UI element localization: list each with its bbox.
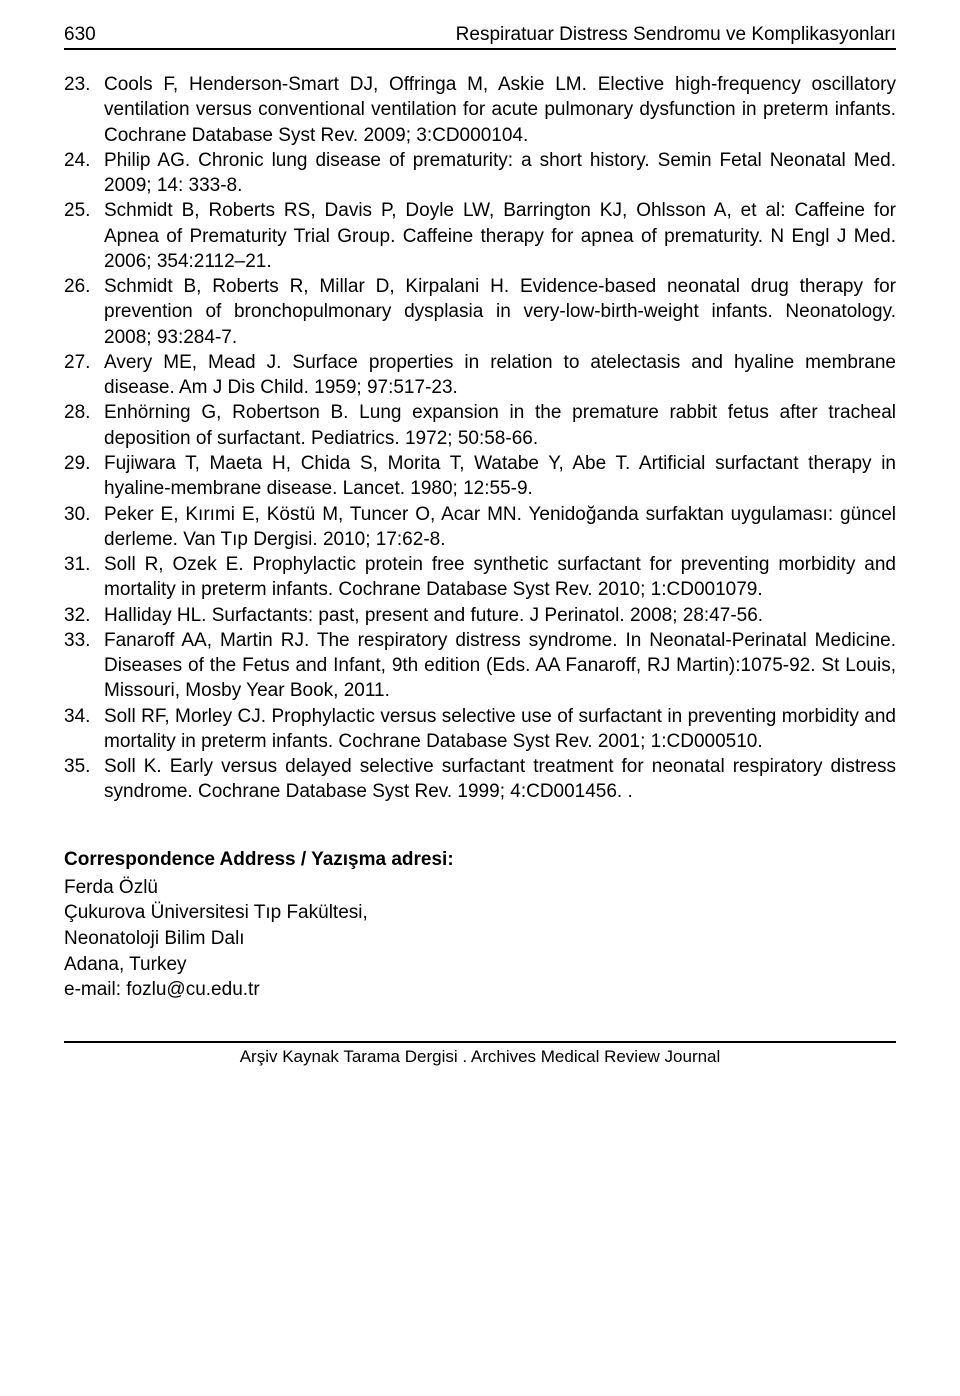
reference-item: 27.Avery ME, Mead J. Surface properties … [64,350,896,401]
reference-number: 29. [64,451,104,502]
correspondence-heading: Correspondence Address / Yazışma adresi: [64,849,896,871]
reference-item: 24.Philip AG. Chronic lung disease of pr… [64,148,896,199]
reference-item: 28.Enhörning G, Robertson B. Lung expans… [64,400,896,451]
reference-text: Soll R, Ozek E. Prophylactic protein fre… [104,552,896,603]
reference-number: 34. [64,704,104,755]
reference-text: Halliday HL. Surfactants: past, present … [104,603,896,628]
reference-text: Soll RF, Morley CJ. Prophylactic versus … [104,704,896,755]
reference-item: 26.Schmidt B, Roberts R, Millar D, Kirpa… [64,274,896,350]
reference-number: 23. [64,72,104,148]
reference-number: 24. [64,148,104,199]
correspondence-line: Ferda Özlü [64,875,896,901]
reference-text: Philip AG. Chronic lung disease of prema… [104,148,896,199]
reference-number: 26. [64,274,104,350]
correspondence-line: e-mail: fozlu@cu.edu.tr [64,977,896,1003]
reference-number: 32. [64,603,104,628]
reference-text: Schmidt B, Roberts RS, Davis P, Doyle LW… [104,198,896,274]
reference-item: 30.Peker E, Kırımi E, Köstü M, Tuncer O,… [64,502,896,553]
reference-item: 35.Soll K. Early versus delayed selectiv… [64,754,896,805]
reference-item: 23.Cools F, Henderson-Smart DJ, Offringa… [64,72,896,148]
reference-text: Schmidt B, Roberts R, Millar D, Kirpalan… [104,274,896,350]
reference-text: Peker E, Kırımi E, Köstü M, Tuncer O, Ac… [104,502,896,553]
reference-number: 35. [64,754,104,805]
reference-number: 30. [64,502,104,553]
reference-text: Fanaroff AA, Martin RJ. The respiratory … [104,628,896,704]
correspondence-line: Çukurova Üniversitesi Tıp Fakültesi, [64,900,896,926]
reference-item: 29.Fujiwara T, Maeta H, Chida S, Morita … [64,451,896,502]
reference-number: 33. [64,628,104,704]
reference-number: 27. [64,350,104,401]
page: 630 Respiratuar Distress Sendromu ve Kom… [0,0,960,1396]
reference-text: Avery ME, Mead J. Surface properties in … [104,350,896,401]
reference-text: Fujiwara T, Maeta H, Chida S, Morita T, … [104,451,896,502]
reference-text: Enhörning G, Robertson B. Lung expansion… [104,400,896,451]
correspondence-line: Neonatoloji Bilim Dalı [64,926,896,952]
reference-item: 34.Soll RF, Morley CJ. Prophylactic vers… [64,704,896,755]
correspondence-line: Adana, Turkey [64,952,896,978]
reference-number: 25. [64,198,104,274]
reference-item: 32.Halliday HL. Surfactants: past, prese… [64,603,896,628]
reference-item: 31.Soll R, Ozek E. Prophylactic protein … [64,552,896,603]
reference-text: Cools F, Henderson-Smart DJ, Offringa M,… [104,72,896,148]
reference-item: 33.Fanaroff AA, Martin RJ. The respirato… [64,628,896,704]
reference-number: 31. [64,552,104,603]
running-header: 630 Respiratuar Distress Sendromu ve Kom… [64,24,896,50]
reference-item: 25.Schmidt B, Roberts RS, Davis P, Doyle… [64,198,896,274]
page-number: 630 [64,24,96,46]
reference-number: 28. [64,400,104,451]
running-title: Respiratuar Distress Sendromu ve Komplik… [456,24,896,46]
footer-text: Arşiv Kaynak Tarama Dergisi . Archives M… [240,1047,721,1066]
footer: Arşiv Kaynak Tarama Dergisi . Archives M… [64,1041,896,1067]
reference-list: 23.Cools F, Henderson-Smart DJ, Offringa… [64,72,896,805]
reference-text: Soll K. Early versus delayed selective s… [104,754,896,805]
